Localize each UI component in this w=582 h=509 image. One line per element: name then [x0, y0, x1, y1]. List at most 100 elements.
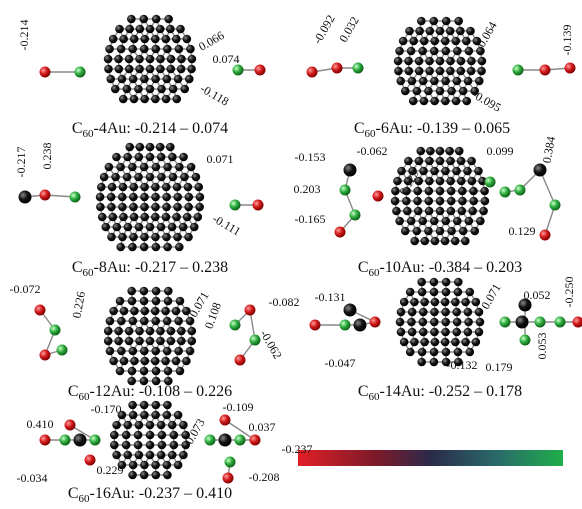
atom — [135, 153, 144, 162]
atom — [400, 338, 409, 347]
atom — [140, 183, 149, 192]
atom — [441, 97, 450, 106]
atom — [174, 411, 183, 420]
atom — [152, 471, 161, 480]
atom — [235, 435, 246, 446]
atom — [152, 367, 161, 376]
atom — [97, 183, 106, 192]
atom — [115, 65, 124, 74]
atom — [183, 213, 192, 222]
caption-base: C — [358, 383, 369, 400]
atom — [340, 320, 351, 331]
caption: C60-10Au: -0.384 – 0.203 — [358, 259, 522, 279]
atom — [168, 223, 177, 232]
atom — [451, 37, 460, 46]
atom — [151, 213, 160, 222]
atom — [163, 45, 172, 54]
charge-label: -0.165 — [295, 212, 326, 226]
atom — [173, 193, 182, 202]
atom — [151, 95, 160, 104]
atom — [436, 207, 445, 216]
atom — [116, 367, 125, 376]
atom — [394, 57, 403, 66]
atom — [454, 288, 463, 297]
atom — [123, 451, 132, 460]
atom — [430, 77, 439, 86]
atom — [156, 25, 165, 34]
caption-base: C — [68, 383, 79, 400]
atom — [419, 318, 428, 327]
atom — [119, 95, 128, 104]
atom — [573, 317, 582, 328]
atom — [436, 157, 445, 166]
atom — [172, 95, 181, 104]
atom — [123, 421, 132, 430]
atom — [185, 75, 194, 84]
atom — [130, 35, 139, 44]
atom — [250, 435, 261, 446]
atom — [230, 200, 241, 211]
atom — [123, 153, 132, 162]
atom — [162, 193, 171, 202]
atom — [119, 35, 128, 44]
atom — [469, 187, 478, 196]
atom — [107, 193, 116, 202]
charge-label: -0.062 — [257, 327, 285, 361]
atom — [170, 431, 179, 440]
atom — [431, 298, 440, 307]
atom — [485, 177, 496, 188]
atom — [151, 233, 160, 242]
atom — [413, 87, 422, 96]
atom — [157, 421, 166, 430]
atom — [116, 163, 125, 172]
atom — [169, 173, 178, 182]
panel: -0.153-0.0620.0990.3840.2030.129-0.1650.… — [294, 135, 561, 279]
atom — [140, 243, 149, 252]
atom — [465, 217, 474, 226]
atom — [418, 348, 427, 357]
atom — [446, 57, 455, 66]
atom — [127, 15, 136, 24]
atom — [127, 287, 136, 296]
atom — [135, 55, 144, 64]
atom — [174, 461, 183, 470]
atom — [146, 421, 155, 430]
atom — [175, 45, 184, 54]
atom — [446, 67, 455, 76]
atom — [163, 317, 172, 326]
atom — [177, 55, 186, 64]
atom — [156, 55, 165, 64]
atom — [151, 461, 160, 470]
atom — [179, 223, 188, 232]
atom — [447, 187, 456, 196]
charge-label: -0.237 — [282, 442, 313, 456]
atom — [458, 197, 467, 206]
atom — [50, 325, 61, 336]
caption: C60-12Au: -0.108 – 0.226 — [68, 383, 232, 403]
atom — [118, 75, 127, 84]
atom — [151, 183, 160, 192]
charge-label: 0.032 — [336, 14, 362, 44]
atom — [186, 317, 195, 326]
atom — [565, 63, 576, 74]
atom — [455, 147, 464, 156]
atom — [152, 243, 161, 252]
atom — [140, 411, 149, 420]
charge-label: 0.037 — [249, 420, 276, 434]
atom — [130, 307, 139, 316]
charge-label: -0.082 — [269, 295, 300, 309]
atom — [85, 455, 96, 466]
charge-label: 0.226 — [70, 290, 88, 319]
atom — [474, 167, 483, 176]
atom — [129, 203, 138, 212]
atom — [184, 203, 193, 212]
atom — [413, 197, 422, 206]
atom — [468, 177, 477, 186]
atom — [164, 287, 173, 296]
atom — [105, 45, 114, 54]
atom — [469, 197, 478, 206]
atom — [19, 191, 32, 204]
caption-sub: 60 — [79, 391, 91, 403]
atom — [451, 298, 460, 307]
atom — [141, 307, 150, 316]
